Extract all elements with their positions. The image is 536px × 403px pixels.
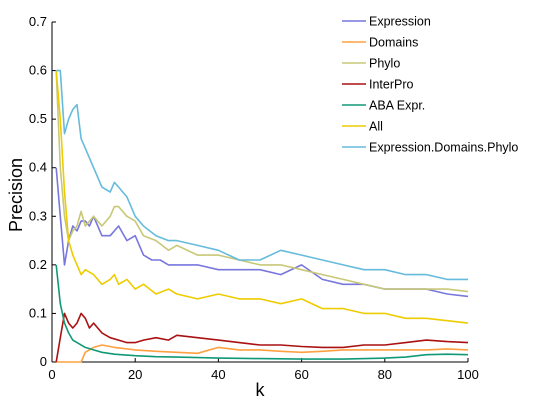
legend-label: Domains [369,36,418,50]
series-line-aba-expr [55,264,469,360]
y-tick-label: 0.6 [29,63,47,78]
legend-label: Phylo [369,57,400,71]
y-axis-label: Precision [6,158,26,232]
legend: Expression Domains Phylo InterPro ABA Expr. A… [342,15,518,155]
series-line-phylo [55,70,469,293]
series-layer [55,69,469,363]
series-line-domains [56,344,469,363]
y-tick-label: 0.3 [29,208,47,223]
series-line-expression [55,167,469,298]
y-tick-label: 0.1 [29,305,47,320]
y-tick-label: 0.4 [29,160,47,175]
y-tick-label: 0.7 [29,14,47,29]
y-tick-label: 0 [40,354,47,369]
legend-label: Expression [369,15,431,29]
y-tick-label: 0.5 [29,111,47,126]
series-line-all [55,70,469,324]
legend-label: Expression.Domains.Phylo [369,141,518,155]
series-line-expression-domains-phylo [56,69,468,281]
x-tick-label: 0 [48,367,55,382]
series-line-interpro [55,312,469,363]
x-tick-label: 20 [128,367,142,382]
legend-label: All [369,120,383,134]
plot-area: 0 20 40 60 80 100 0 0.1 0.2 0.3 0.4 0.5 0.6 0.7 [29,14,479,382]
x-tick-label: 80 [378,367,392,382]
x-tick-label: 60 [294,367,308,382]
legend-label: InterPro [369,78,414,92]
legend-label: ABA Expr. [369,99,425,113]
x-tick-label: 40 [211,367,225,382]
x-tick-label: 100 [457,367,479,382]
x-axis-label: k [256,380,266,400]
y-tick-label: 0.2 [29,257,47,272]
